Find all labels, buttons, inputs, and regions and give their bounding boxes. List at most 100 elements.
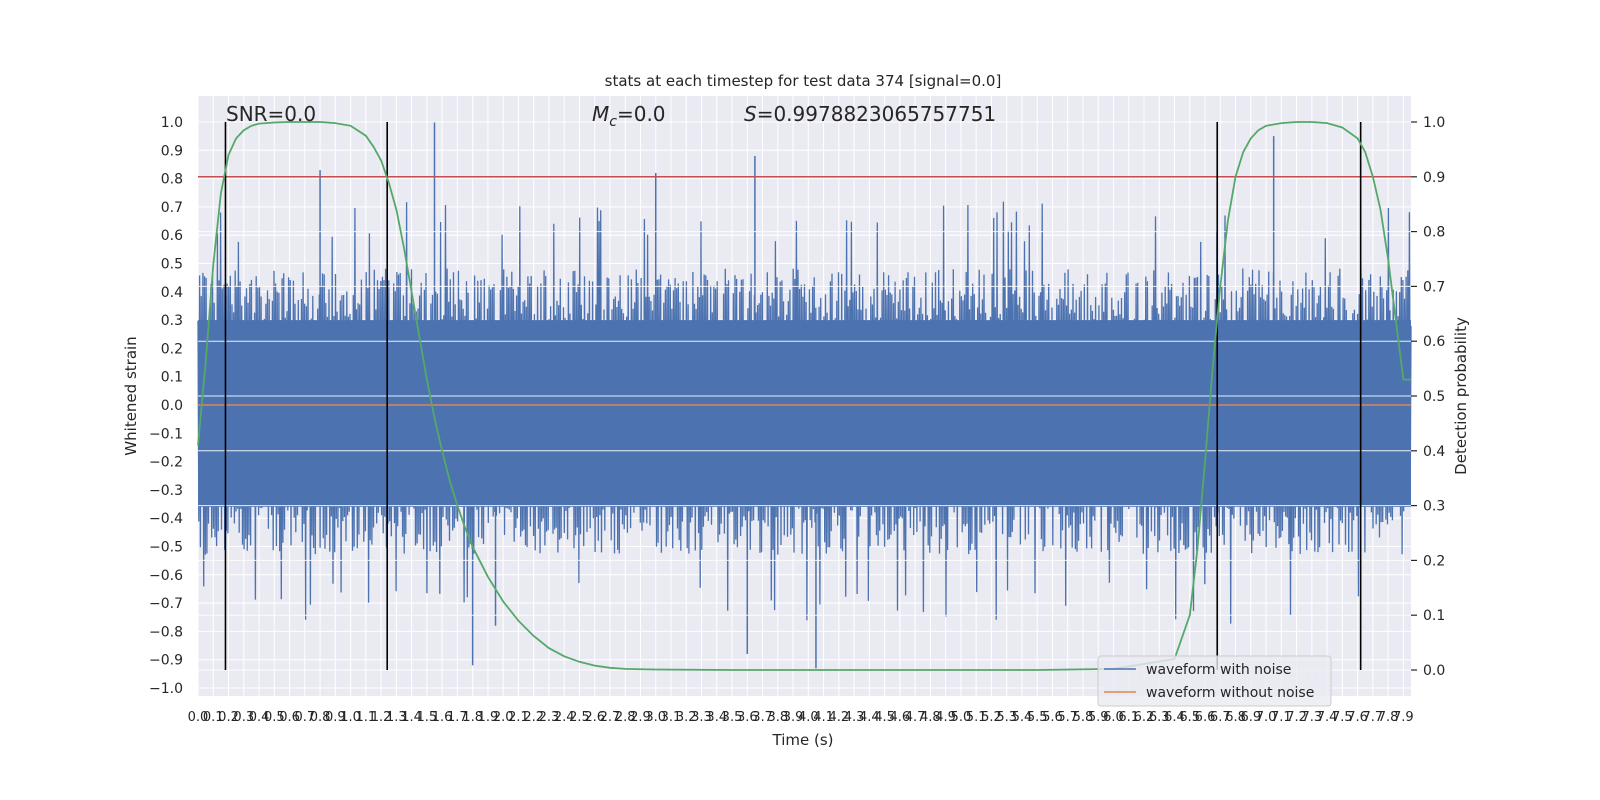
x-tick-label: 3.7	[752, 710, 773, 725]
legend-label-clean: waveform without noise	[1146, 685, 1314, 701]
x-tick-label: 0.5	[264, 710, 285, 725]
x-tick-label: 1.8	[462, 710, 483, 725]
y2-tick-label: 0.4	[1423, 444, 1445, 460]
y2-tick-label: 0.9	[1423, 170, 1445, 186]
y2-tick-label: 0.7	[1423, 279, 1445, 295]
x-tick-label: 2.3	[539, 710, 560, 725]
x-tick-label: 0.1	[203, 710, 224, 725]
y-tick-label: −0.3	[149, 483, 183, 499]
x-tick-label: 7.5	[1332, 710, 1353, 725]
x-tick-label: 3.8	[767, 710, 788, 725]
y2-tick-label: 1.0	[1423, 115, 1445, 131]
y-tick-label: −0.7	[149, 596, 183, 612]
legend-label-noise: waveform with noise	[1146, 662, 1291, 678]
x-tick-label: 0.4	[249, 710, 270, 725]
x-tick-label: 2.5	[569, 710, 590, 725]
y-tick-label: 0.8	[161, 172, 183, 188]
detection-probability-line	[197, 121, 1411, 671]
x-axis-ticks: 0.00.10.20.30.40.50.60.70.80.91.01.11.21…	[188, 710, 1414, 725]
x-tick-label: 3.3	[691, 710, 712, 725]
y2-tick-label: 0.0	[1423, 663, 1445, 679]
y-tick-label: −0.4	[149, 511, 183, 527]
mc-value: =0.0	[617, 102, 666, 126]
x-tick-label: 4.6	[890, 710, 911, 725]
x-tick-label: 7.1	[1271, 710, 1292, 725]
x-tick-label: 0.0	[188, 710, 209, 725]
x-tick-label: 0.3	[233, 710, 254, 725]
mc-symbol: M	[592, 102, 609, 126]
y-tick-label: 0.3	[161, 313, 183, 329]
s-value: =0.9978823065757751	[757, 102, 996, 126]
x-axis-label: Time (s)	[772, 731, 834, 749]
x-tick-label: 5.8	[1073, 710, 1094, 725]
legend: waveform with noise waveform without noi…	[1097, 655, 1332, 707]
x-tick-label: 4.7	[905, 710, 926, 725]
x-tick-label: 4.0	[798, 710, 819, 725]
x-tick-label: 7.7	[1363, 710, 1384, 725]
s-annotation: S=0.9978823065757751	[744, 102, 996, 126]
x-tick-label: 3.1	[661, 710, 682, 725]
y2-axis-ticks: 1.0 0.9 0.8 0.7 0.6 0.5 0.4 0.3 0.2 0.1 0.0	[1411, 115, 1445, 679]
y-tick-label: −0.9	[149, 653, 183, 669]
y-axis-ticks: 1.0 0.9 0.8 0.7 0.6 0.5 0.4 0.3 0.2 0.1 0.0 −0.1 −0.…	[149, 115, 183, 697]
x-tick-label: 6.6	[1195, 710, 1216, 725]
x-tick-label: 3.6	[737, 710, 758, 725]
noise-core-band	[198, 320, 1411, 507]
mc-annotation: Mc=0.0	[592, 102, 666, 130]
x-tick-label: 3.9	[783, 710, 804, 725]
x-tick-label: 4.4	[859, 710, 880, 725]
x-tick-label: 2.4	[554, 710, 575, 725]
x-tick-label: 3.4	[706, 710, 727, 725]
y2-tick-label: 0.2	[1423, 553, 1445, 569]
x-tick-label: 3.5	[722, 710, 743, 725]
x-tick-label: 5.6	[1042, 710, 1063, 725]
y-tick-label: 0.4	[161, 285, 183, 301]
x-tick-label: 5.1	[966, 710, 987, 725]
x-tick-label: 0.8	[310, 710, 331, 725]
x-tick-label: 3.0	[645, 710, 666, 725]
x-tick-label: 6.9	[1240, 710, 1261, 725]
x-tick-label: 5.3	[996, 710, 1017, 725]
y-tick-label: 0.1	[161, 370, 183, 386]
x-tick-label: 1.6	[432, 710, 453, 725]
legend-box	[1097, 655, 1332, 707]
x-tick-label: 5.5	[1027, 710, 1048, 725]
y-tick-label: −0.6	[149, 568, 183, 584]
x-tick-label: 7.9	[1393, 710, 1414, 725]
mc-subscript: c	[609, 114, 617, 130]
x-tick-label: 2.0	[493, 710, 514, 725]
x-tick-label: 4.5	[874, 710, 895, 725]
x-tick-label: 6.3	[1149, 710, 1170, 725]
x-tick-label: 6.1	[1118, 710, 1139, 725]
x-tick-label: 4.9	[935, 710, 956, 725]
x-tick-label: 2.2	[523, 710, 544, 725]
x-tick-label: 6.0	[1103, 710, 1124, 725]
y-tick-label: 0.2	[161, 341, 183, 357]
y-tick-label: −1.0	[149, 681, 183, 697]
y-axis-label: Whitened strain	[122, 336, 140, 455]
x-tick-label: 7.3	[1301, 710, 1322, 725]
s-symbol: S	[744, 102, 757, 126]
x-tick-label: 1.7	[447, 710, 468, 725]
y2-tick-label: 0.6	[1423, 334, 1445, 350]
y-tick-label: 1.0	[161, 115, 183, 131]
y-tick-label: −0.8	[149, 624, 183, 640]
y2-tick-label: 0.5	[1423, 389, 1445, 405]
x-tick-label: 7.8	[1378, 710, 1399, 725]
y2-axis-label: Detection probability	[1452, 317, 1470, 475]
x-tick-label: 4.2	[828, 710, 849, 725]
y2-tick-label: 0.8	[1423, 225, 1445, 241]
x-tick-label: 4.8	[920, 710, 941, 725]
y-tick-label: −0.2	[149, 455, 183, 471]
overlays	[197, 121, 1411, 671]
x-tick-label: 1.0	[340, 710, 361, 725]
y-tick-label: 0.6	[161, 228, 183, 244]
x-tick-label: 6.7	[1210, 710, 1231, 725]
y-tick-label: 0.7	[161, 200, 183, 216]
x-tick-label: 7.6	[1347, 710, 1368, 725]
x-tick-label: 6.2	[1134, 710, 1155, 725]
x-tick-label: 4.3	[844, 710, 865, 725]
x-tick-label: 0.2	[218, 710, 239, 725]
x-tick-label: 4.1	[813, 710, 834, 725]
